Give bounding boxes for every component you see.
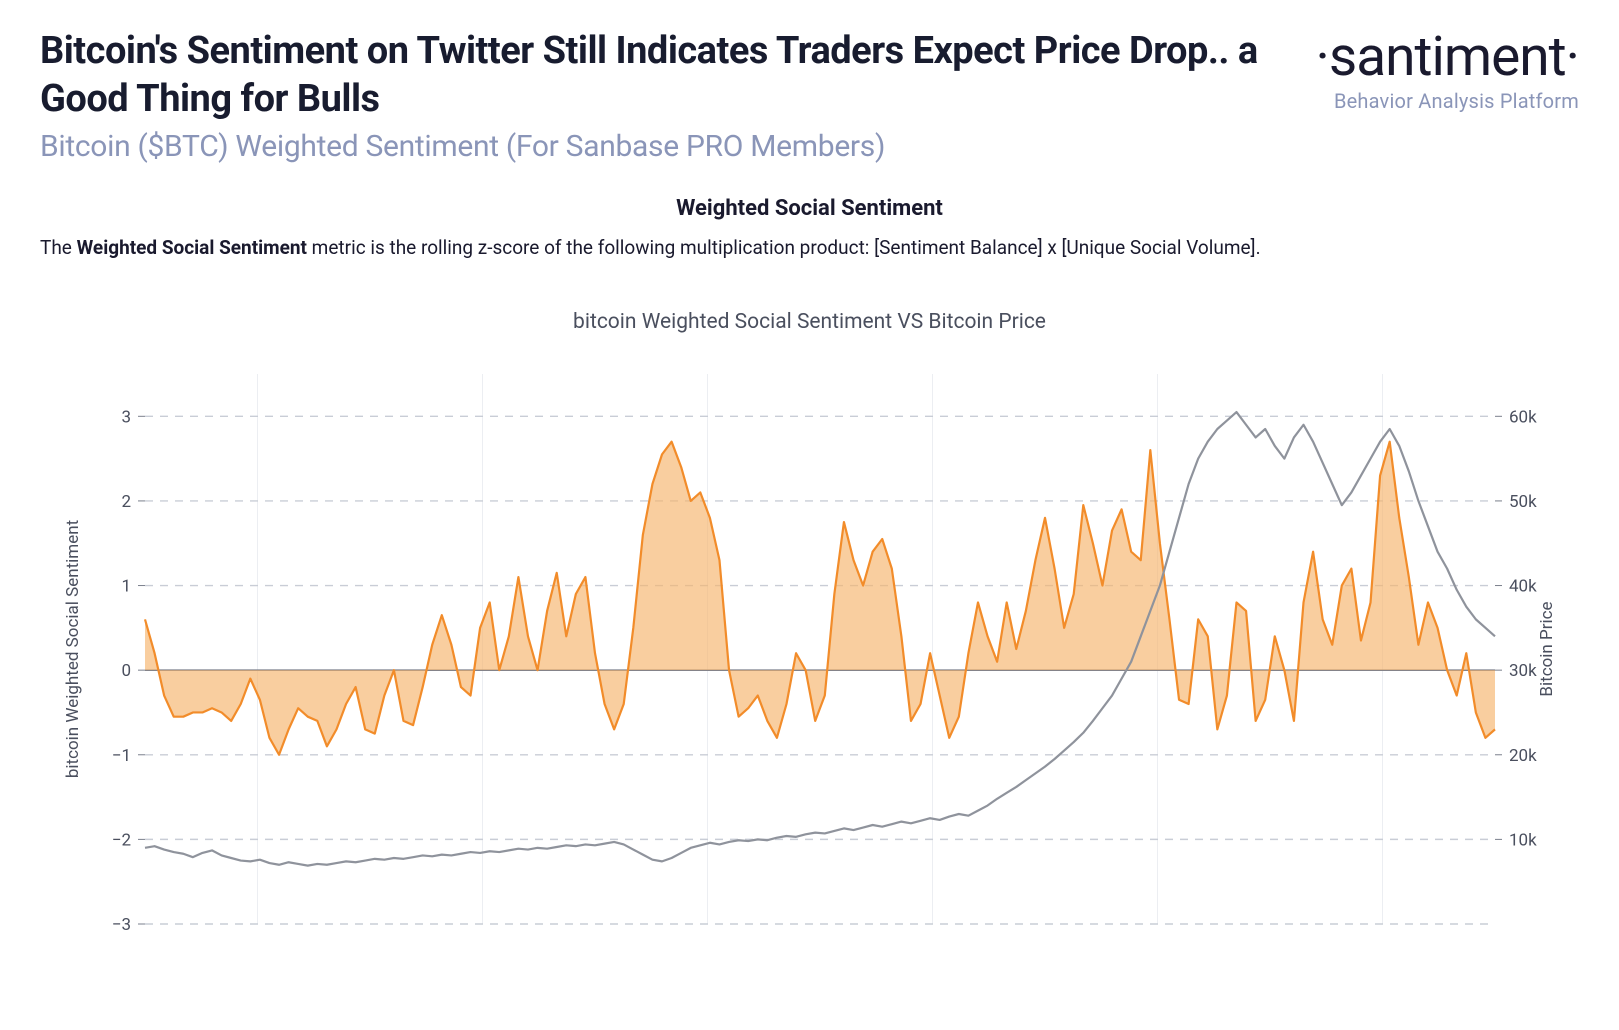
brand-logo: ·santiment· [1315,30,1579,85]
page-title: Bitcoin's Sentiment on Twitter Still Ind… [40,28,1315,123]
desc-prefix: The [40,236,77,259]
page-subtitle: Bitcoin ($BTC) Weighted Sentiment (For S… [40,129,1315,164]
svg-text:50k: 50k [1509,492,1537,512]
header-left: Bitcoin's Sentiment on Twitter Still Ind… [40,28,1315,164]
svg-text:0: 0 [121,661,131,681]
svg-text:1: 1 [121,576,131,596]
svg-text:Bitcoin Price: Bitcoin Price [1537,601,1557,696]
svg-text:−2: −2 [111,830,130,850]
svg-text:40k: 40k [1509,576,1537,596]
page-root: Bitcoin's Sentiment on Twitter Still Ind… [0,0,1619,1030]
chart-svg: −3 −2 −1 0 1 2 3 10k 20k 30k 40k 50k 60k bitcoin Weig… [50,344,1570,954]
brand-logo-text: santiment [1329,25,1566,89]
section-heading: Weighted Social Sentiment [40,196,1579,221]
chart-title: bitcoin Weighted Social Sentiment VS Bit… [40,310,1579,334]
brand-dot-right: · [1566,25,1579,89]
desc-bold: Weighted Social Sentiment [77,236,307,259]
svg-text:30k: 30k [1509,661,1537,681]
svg-text:20k: 20k [1509,745,1537,765]
brand-tagline: Behavior Analysis Platform [1315,89,1579,113]
svg-text:bitcoin Weighted Social Sentim: bitcoin Weighted Social Sentiment [63,519,83,777]
header: Bitcoin's Sentiment on Twitter Still Ind… [40,28,1579,164]
svg-text:−3: −3 [111,915,130,935]
brand-block: ·santiment· Behavior Analysis Platform [1315,28,1579,113]
brand-dot-left: · [1315,25,1328,89]
desc-rest: metric is the rolling z-score of the fol… [307,236,1261,259]
svg-text:−1: −1 [111,745,130,765]
svg-text:2: 2 [121,492,131,512]
section-description: The Weighted Social Sentiment metric is … [40,235,1579,262]
svg-text:10k: 10k [1509,830,1537,850]
svg-text:60k: 60k [1509,407,1537,427]
svg-text:3: 3 [121,407,131,427]
chart-container: −3 −2 −1 0 1 2 3 10k 20k 30k 40k 50k 60k bitcoin Weig… [50,344,1570,954]
